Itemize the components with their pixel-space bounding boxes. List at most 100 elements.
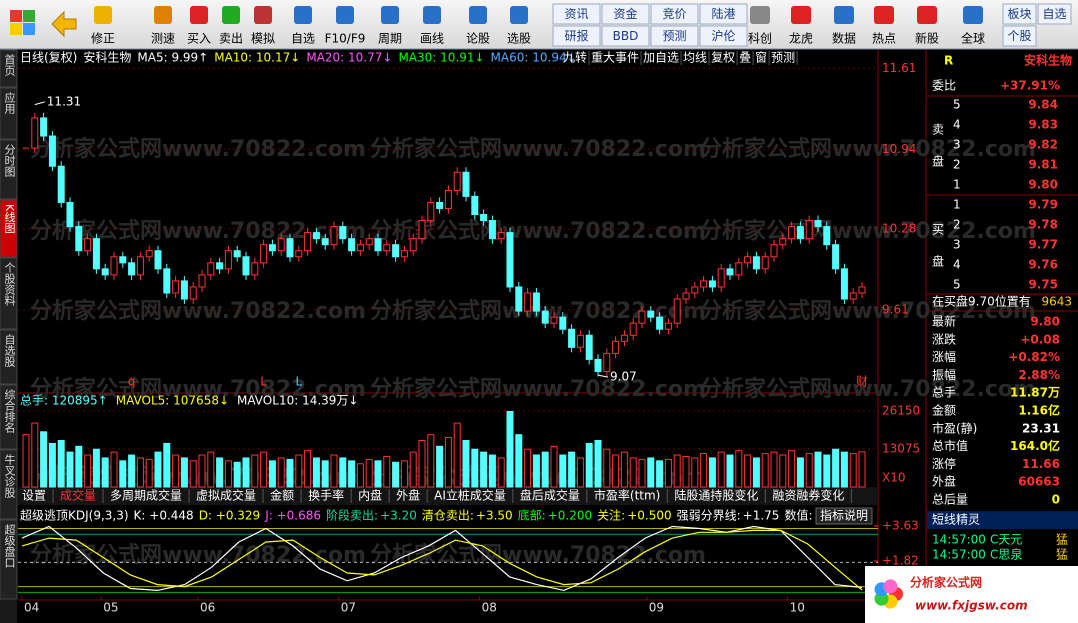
toolbar-button[interactable]: 数据	[832, 31, 856, 46]
button-icon[interactable]	[469, 6, 487, 24]
side-tab[interactable]	[0, 199, 18, 258]
grid-button-label[interactable]: BBD	[613, 29, 639, 43]
chart-button[interactable]: 窗	[755, 51, 767, 65]
toolbar-button[interactable]: 龙虎	[789, 32, 813, 46]
chart-button[interactable]: 加自选	[643, 51, 679, 65]
toolbar-button[interactable]: 新股	[915, 31, 939, 46]
grid-button[interactable]	[601, 25, 650, 47]
indicator-tab[interactable]: 成交量	[60, 488, 96, 503]
button-icon[interactable]	[254, 6, 272, 24]
side-tab-label[interactable]: 分时图	[3, 144, 16, 178]
button-icon[interactable]	[294, 6, 312, 24]
button-icon[interactable]	[222, 6, 240, 24]
side-tab[interactable]	[0, 384, 18, 450]
chart-button[interactable]: 复权	[711, 51, 735, 65]
help-button-label[interactable]: 指标说明	[820, 508, 868, 523]
button-icon[interactable]	[834, 6, 854, 24]
grid-button[interactable]	[650, 25, 699, 47]
candle	[576, 334, 584, 348]
grid-button-label[interactable]: 陆港	[711, 6, 735, 21]
indicator-tab[interactable]: 陆股通持股变化	[674, 488, 758, 503]
indicator-tab[interactable]: AI立桩成交量	[434, 488, 506, 503]
side-tab[interactable]	[0, 329, 18, 385]
toolbar-button[interactable]: 全球	[961, 31, 985, 46]
button-icon[interactable]	[190, 6, 208, 24]
grid-button-label[interactable]: 个股	[1007, 29, 1031, 43]
side-tab[interactable]	[0, 257, 18, 330]
grid-button[interactable]	[650, 3, 699, 25]
toolbar-button[interactable]: 热点	[872, 32, 896, 46]
button-icon[interactable]	[963, 6, 983, 24]
grid-button[interactable]	[552, 3, 601, 25]
indicator-tab[interactable]: 融资融券变化	[772, 488, 844, 503]
toolbar-button[interactable]: 画线	[420, 32, 444, 46]
button-icon[interactable]	[154, 6, 172, 24]
toolbar-button[interactable]: 科创	[748, 32, 772, 46]
indicator-tab[interactable]: 多周期成交量	[110, 488, 182, 503]
grid-button-label[interactable]: 竞价	[662, 7, 686, 21]
side-tab[interactable]	[0, 449, 18, 520]
help-button[interactable]	[815, 507, 873, 525]
button-icon[interactable]	[874, 6, 894, 24]
indicator-tab[interactable]: 设置	[22, 489, 46, 503]
indicator-tab[interactable]: 盘后成交量	[520, 488, 580, 503]
side-tab-label[interactable]: 首页	[3, 53, 16, 77]
grid-button-label[interactable]: 自选	[1042, 7, 1066, 21]
toolbar-button[interactable]: F10/F9	[325, 32, 366, 46]
grid-button-label[interactable]: 资讯	[564, 7, 588, 21]
chart-button[interactable]: 均线	[683, 51, 707, 65]
side-tab-label[interactable]: 综合排名	[3, 388, 16, 433]
back-button[interactable]	[51, 10, 77, 38]
toolbar-button[interactable]: 卖出	[219, 32, 243, 46]
button-icon[interactable]	[510, 6, 528, 24]
side-tab[interactable]	[0, 139, 18, 200]
toolbar-button[interactable]: 自选	[291, 32, 315, 46]
grid-button-label[interactable]: 沪伦	[711, 28, 735, 43]
chart-button[interactable]: 叠	[739, 51, 751, 65]
toolbar-button[interactable]: 模拟	[251, 32, 275, 46]
side-tab-label[interactable]: 应用	[3, 91, 16, 115]
side-tab-label[interactable]: 超级盘口	[3, 523, 16, 568]
button-icon[interactable]	[423, 6, 441, 24]
grid-button-label[interactable]: 研报	[564, 28, 588, 43]
side-tab-label[interactable]: 牛叉诊股	[3, 453, 16, 499]
grid-button[interactable]	[699, 3, 748, 25]
toolbar-button[interactable]: 选股	[507, 32, 531, 46]
grid-button[interactable]	[1037, 3, 1072, 25]
button-icon[interactable]	[917, 6, 937, 24]
grid-button-label[interactable]: 资金	[613, 6, 637, 21]
indicator-tab[interactable]: 内盘	[358, 488, 382, 503]
side-tab[interactable]	[0, 87, 18, 140]
home-icon[interactable]	[10, 10, 35, 35]
indicator-tab[interactable]: 换手率	[308, 488, 344, 503]
indicator-tab[interactable]: 虚拟成交量	[196, 488, 256, 503]
grid-button[interactable]	[1002, 25, 1037, 47]
button-icon[interactable]	[381, 6, 399, 24]
grid-button[interactable]	[552, 25, 601, 47]
button-icon[interactable]	[750, 6, 770, 24]
side-tab[interactable]	[0, 519, 18, 600]
side-tab-label[interactable]: 自选股	[3, 334, 16, 368]
toolbar-button[interactable]: 修正	[91, 31, 115, 46]
side-tab[interactable]	[0, 49, 18, 88]
toolbar-button[interactable]: 论股	[466, 32, 490, 46]
indicator-tab[interactable]: 市盈率(ttm)	[594, 488, 660, 503]
chart-button[interactable]: 九转	[563, 50, 587, 65]
button-icon[interactable]	[791, 6, 811, 24]
button-icon[interactable]	[336, 6, 354, 24]
button-icon[interactable]	[94, 6, 112, 24]
toolbar-button[interactable]: 测速	[151, 32, 175, 46]
grid-button[interactable]	[1002, 3, 1037, 25]
grid-button-label[interactable]: 预测	[662, 29, 686, 43]
chart-button[interactable]: 重大事件	[591, 51, 639, 65]
grid-button[interactable]	[699, 25, 748, 47]
toolbar-button[interactable]: 买入	[187, 32, 211, 46]
chart-button[interactable]: 预测	[771, 51, 795, 65]
indicator-tab[interactable]: 外盘	[396, 488, 420, 503]
grid-button-label[interactable]: 板块	[1007, 7, 1031, 21]
side-tab-label[interactable]: K线图	[3, 204, 16, 234]
side-tab-label[interactable]: 个股资料	[3, 262, 16, 307]
grid-button[interactable]	[601, 3, 650, 25]
indicator-tab[interactable]: 金额	[270, 488, 294, 503]
toolbar-button[interactable]: 周期	[378, 32, 402, 46]
